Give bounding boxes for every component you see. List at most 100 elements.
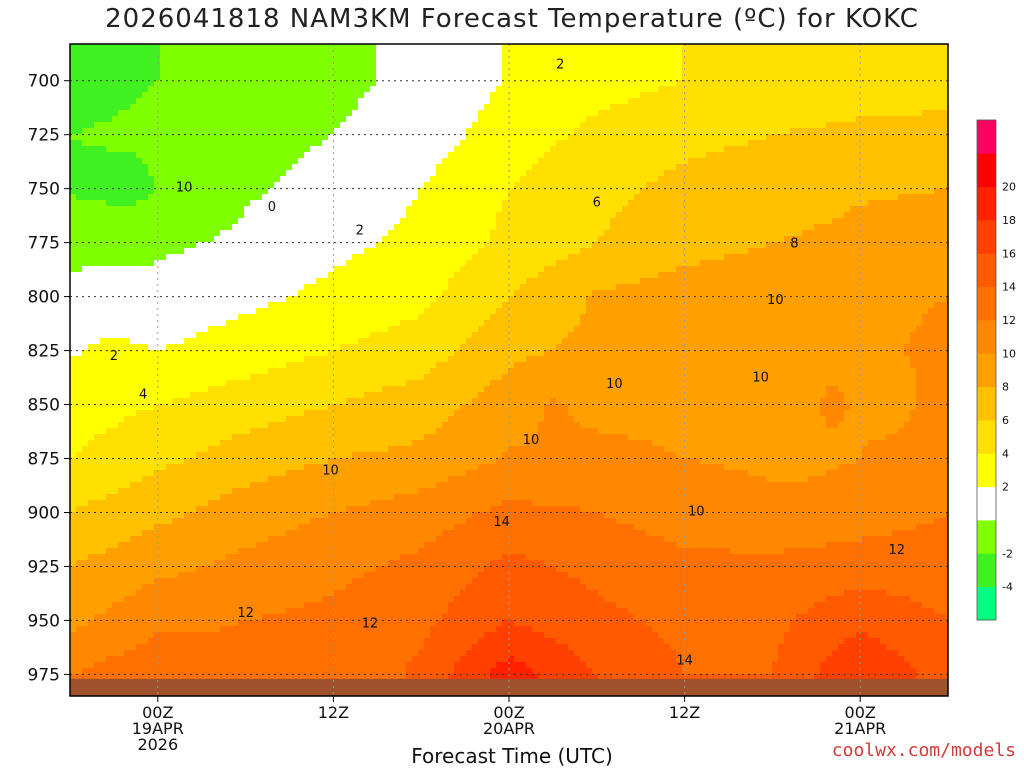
heatmap-cell [100,152,107,159]
heatmap-cell [268,476,275,483]
heatmap-cell [70,92,77,99]
heatmap-cell [196,380,203,387]
heatmap-cell [136,596,143,603]
heatmap-cell [214,566,221,573]
heatmap-cell [232,200,239,207]
heatmap-cell [172,404,179,411]
heatmap-cell [316,476,323,483]
heatmap-cell [178,350,185,357]
heatmap-cell [196,206,203,213]
heatmap-cell [292,572,299,579]
heatmap-cell [172,314,179,321]
heatmap-cell [196,596,203,603]
heatmap-cell [124,50,131,57]
heatmap-cell [310,398,317,405]
heatmap-cell [106,128,113,135]
heatmap-cell [238,518,245,525]
heatmap-cell [82,158,89,165]
heatmap-cell [112,182,119,189]
heatmap-cell [178,272,185,279]
heatmap-cell [148,170,155,177]
heatmap-cell [166,542,173,549]
heatmap-cell [142,224,149,231]
heatmap-cell [286,488,293,495]
heatmap-cell [292,506,299,513]
heatmap-cell [208,302,215,309]
heatmap-cell [220,260,227,267]
heatmap-cell [286,632,293,639]
heatmap-cell [70,86,77,93]
heatmap-cell [148,440,155,447]
heatmap-cell [256,86,263,93]
heatmap-cell [94,650,101,657]
heatmap-cell [112,428,119,435]
heatmap-cell [232,152,239,159]
heatmap-cell [298,86,305,93]
heatmap-cell [124,140,131,147]
heatmap-cell [160,110,167,117]
heatmap-cell [280,380,287,387]
heatmap-cell [292,320,299,327]
heatmap-cell [196,116,203,123]
heatmap-cell [286,608,293,615]
heatmap-cell [226,62,233,69]
heatmap-cell [298,68,305,75]
heatmap-cell [106,260,113,267]
heatmap-cell [310,284,317,291]
heatmap-cell [310,524,317,531]
heatmap-cell [142,452,149,459]
heatmap-cell [202,590,209,597]
heatmap-cell [160,482,167,489]
heatmap-cell [202,422,209,429]
heatmap-cell [142,188,149,195]
heatmap-cell [232,458,239,465]
heatmap-cell [322,644,329,651]
heatmap-cell [70,212,77,219]
heatmap-cell [214,596,221,603]
heatmap-cell [100,404,107,411]
heatmap-cell [148,350,155,357]
heatmap-cell [106,422,113,429]
heatmap-cell [274,206,281,213]
heatmap-cell [172,248,179,255]
heatmap-cell [286,410,293,417]
heatmap-cell [160,644,167,651]
heatmap-cell [244,500,251,507]
heatmap-cell [118,398,125,405]
heatmap-cell [190,476,197,483]
heatmap-cell [274,308,281,315]
heatmap-cell [232,476,239,483]
heatmap-cell [322,560,329,567]
heatmap-cell [106,482,113,489]
heatmap-cell [208,284,215,291]
heatmap-cell [76,656,83,663]
heatmap-cell [328,404,335,411]
heatmap-cell [238,608,245,615]
heatmap-cell [94,410,101,417]
heatmap-cell [118,320,125,327]
heatmap-cell [220,470,227,477]
heatmap-cell [226,380,233,387]
heatmap-cell [280,374,287,381]
heatmap-cell [148,404,155,411]
heatmap-cell [268,632,275,639]
heatmap-cell [280,164,287,171]
heatmap-cell [190,656,197,663]
heatmap-cell [76,356,83,363]
heatmap-cell [256,290,263,297]
heatmap-cell [124,260,131,267]
heatmap-cell [82,602,89,609]
heatmap-cell [274,596,281,603]
heatmap-cell [274,248,281,255]
heatmap-cell [82,170,89,177]
heatmap-cell [340,368,347,375]
heatmap-cell [280,212,287,219]
heatmap-cell [154,500,161,507]
heatmap-cell [340,272,347,279]
heatmap-cell [142,86,149,93]
heatmap-cell [154,338,161,345]
heatmap-cell [340,458,347,465]
heatmap-cell [280,548,287,555]
heatmap-cell [316,416,323,423]
heatmap-cell [136,626,143,633]
